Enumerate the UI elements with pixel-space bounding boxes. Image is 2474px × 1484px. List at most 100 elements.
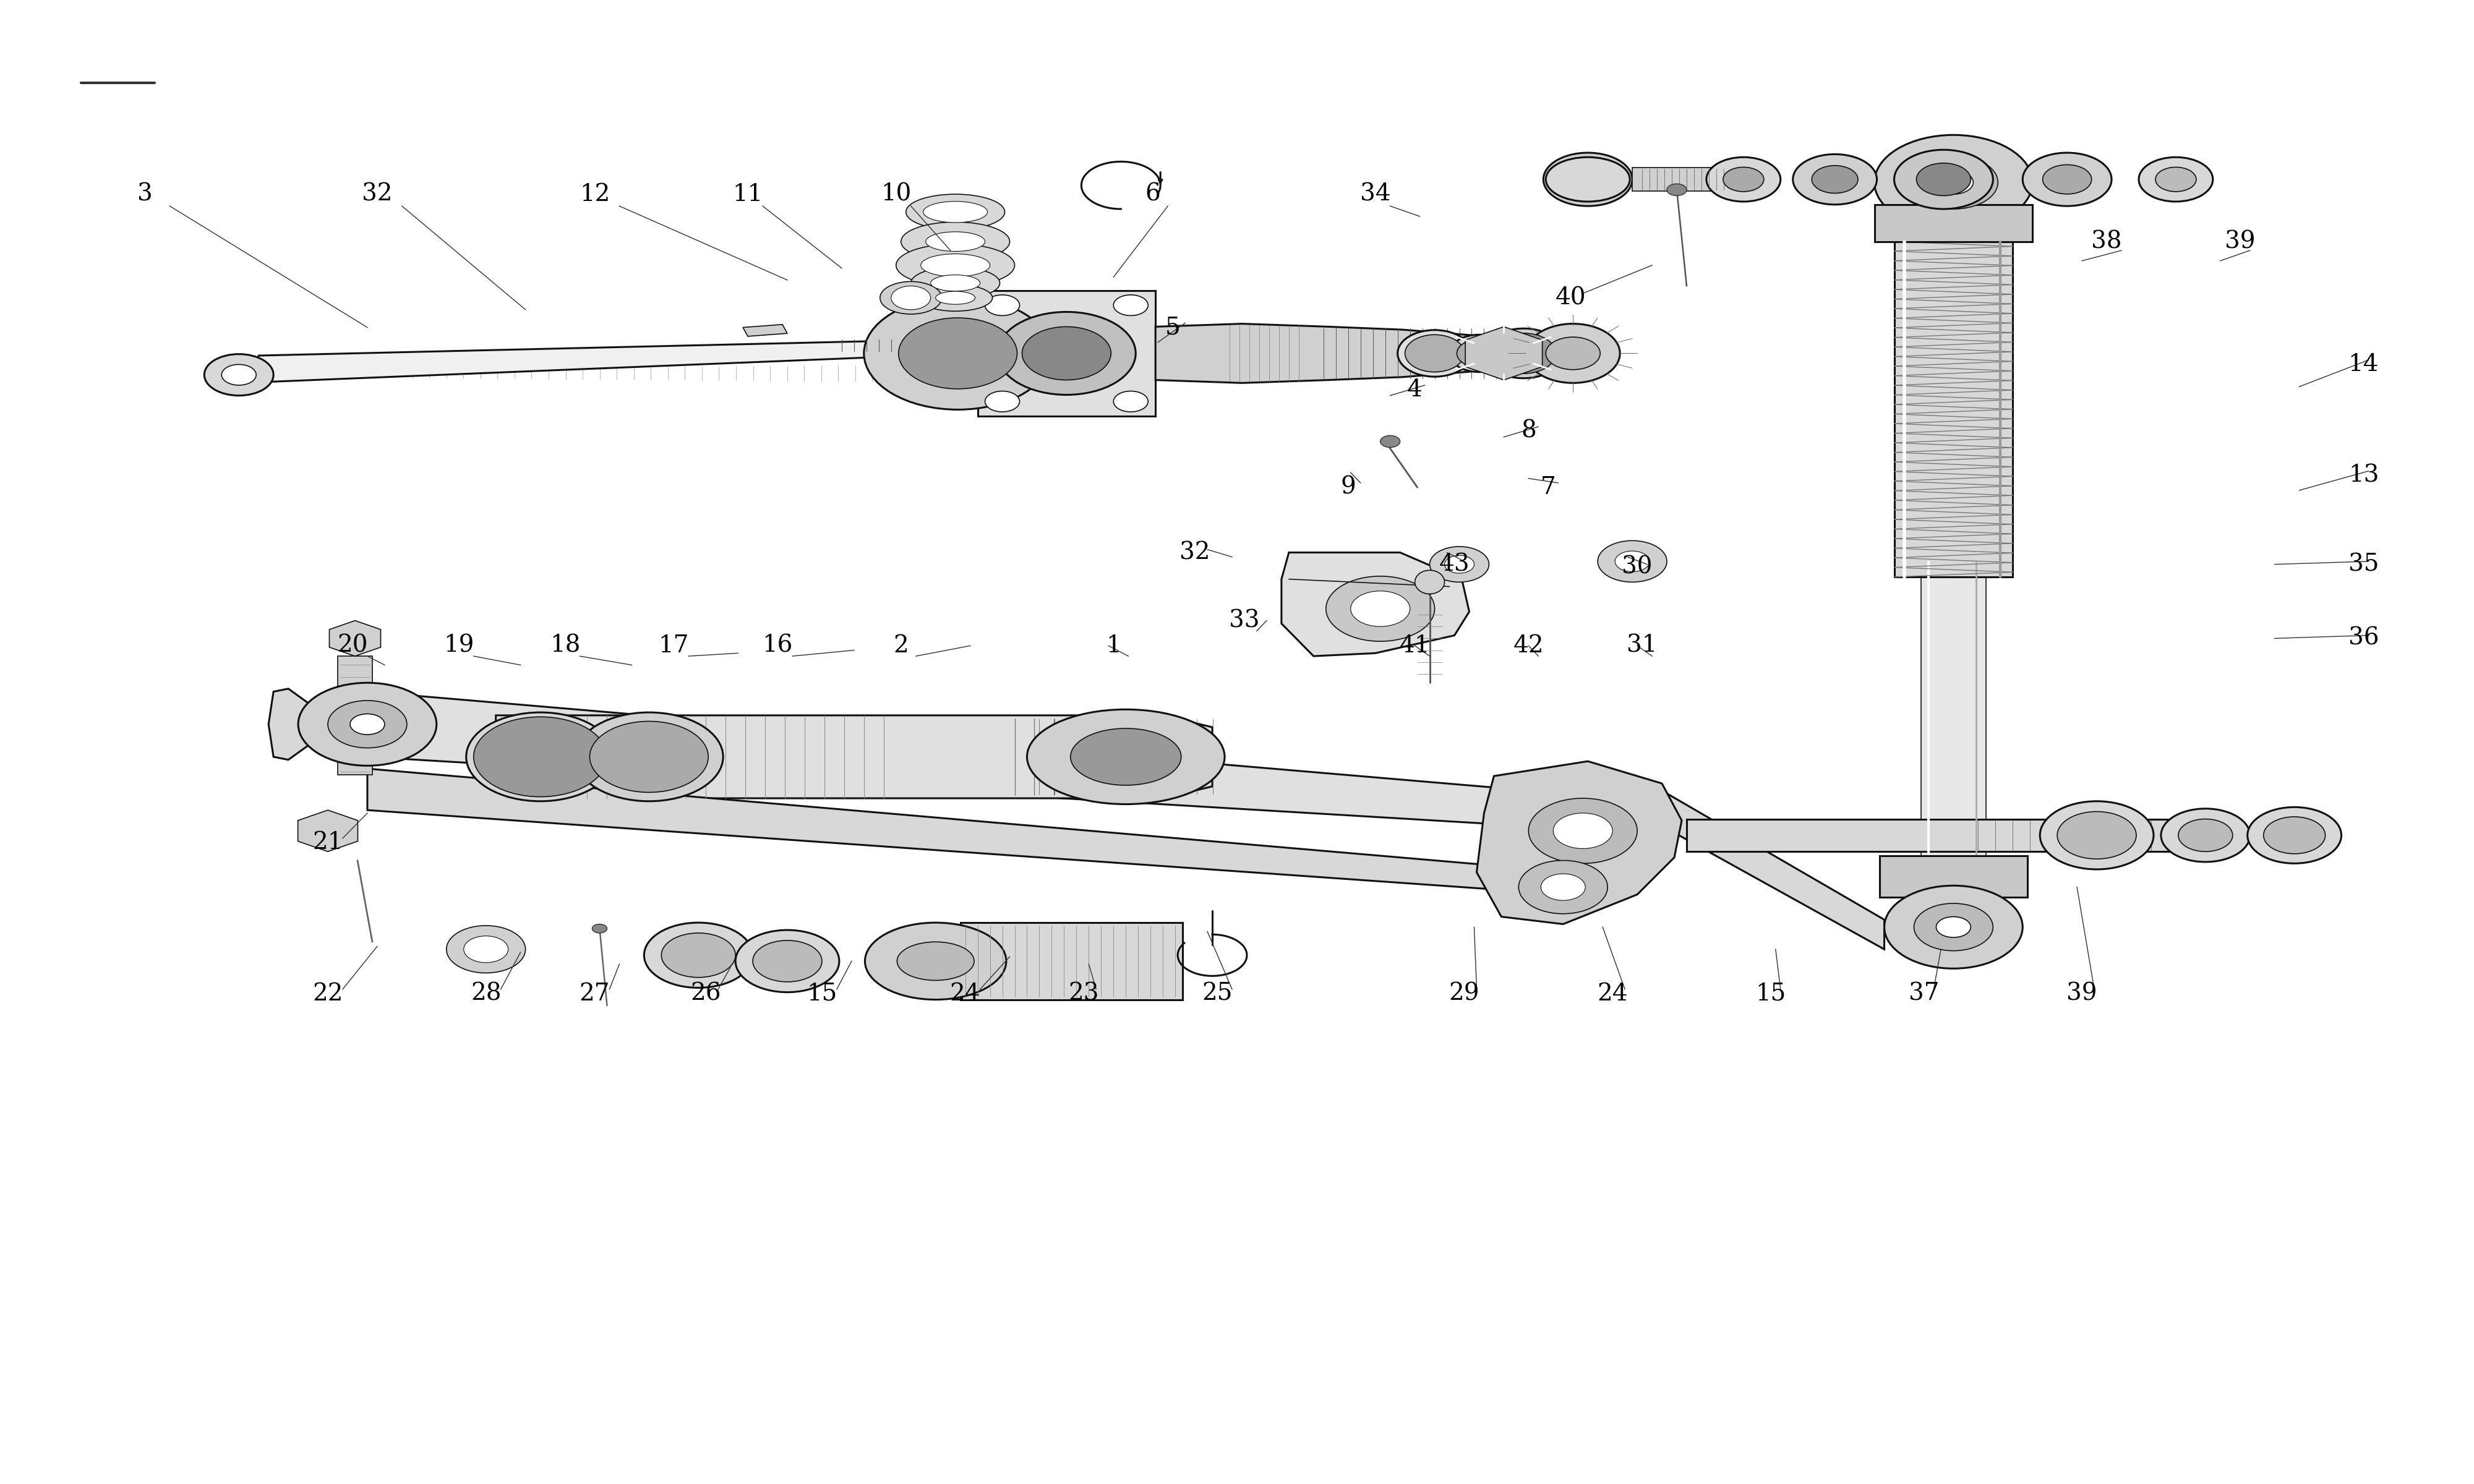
Text: 7: 7	[1541, 476, 1556, 499]
Circle shape	[1326, 576, 1435, 641]
Circle shape	[1707, 157, 1781, 202]
Ellipse shape	[1398, 329, 1472, 377]
Circle shape	[1113, 392, 1148, 413]
Ellipse shape	[1071, 729, 1180, 785]
Circle shape	[574, 712, 722, 801]
Ellipse shape	[901, 223, 1009, 261]
Circle shape	[985, 295, 1019, 316]
Polygon shape	[366, 692, 1534, 827]
Circle shape	[1722, 168, 1764, 191]
Polygon shape	[1282, 552, 1470, 656]
Ellipse shape	[1027, 709, 1225, 804]
Circle shape	[2246, 807, 2340, 864]
Text: 25: 25	[1202, 982, 1232, 1005]
Polygon shape	[1155, 324, 1526, 383]
Circle shape	[2155, 168, 2197, 191]
Circle shape	[1875, 135, 2034, 230]
Text: 12: 12	[579, 183, 611, 206]
Circle shape	[205, 355, 275, 396]
Circle shape	[1794, 154, 1878, 205]
Circle shape	[891, 286, 930, 310]
Circle shape	[2138, 157, 2212, 202]
Circle shape	[1541, 874, 1586, 901]
Text: 32: 32	[1180, 542, 1210, 564]
Circle shape	[1519, 861, 1608, 914]
Circle shape	[1917, 163, 1972, 196]
Polygon shape	[270, 689, 314, 760]
Polygon shape	[1880, 856, 2029, 898]
Polygon shape	[742, 325, 787, 337]
Circle shape	[1113, 295, 1148, 316]
Ellipse shape	[905, 194, 1004, 230]
Ellipse shape	[1492, 332, 1556, 374]
Circle shape	[473, 717, 606, 797]
Text: 17: 17	[658, 634, 688, 657]
Ellipse shape	[923, 202, 987, 223]
Text: 23: 23	[1069, 982, 1098, 1005]
Polygon shape	[1920, 562, 1987, 868]
Text: 34: 34	[1361, 183, 1390, 206]
Circle shape	[1351, 591, 1410, 626]
Ellipse shape	[896, 243, 1014, 286]
Circle shape	[1598, 540, 1667, 582]
Polygon shape	[1465, 326, 1541, 380]
Ellipse shape	[898, 942, 975, 981]
Circle shape	[2041, 801, 2152, 870]
Circle shape	[643, 923, 752, 988]
Text: 27: 27	[579, 982, 611, 1005]
Ellipse shape	[1457, 340, 1502, 368]
Text: 24: 24	[1598, 982, 1628, 1005]
Text: 32: 32	[361, 183, 393, 206]
Ellipse shape	[866, 923, 1007, 1000]
Circle shape	[591, 925, 606, 933]
Text: 14: 14	[2348, 353, 2380, 375]
Text: 9: 9	[1341, 476, 1356, 499]
Polygon shape	[495, 715, 1212, 798]
Ellipse shape	[920, 254, 990, 276]
Polygon shape	[339, 656, 371, 775]
Text: 41: 41	[1400, 634, 1430, 657]
Text: 2: 2	[893, 634, 908, 657]
Ellipse shape	[1450, 335, 1509, 372]
Circle shape	[2024, 153, 2113, 206]
Circle shape	[463, 936, 507, 963]
Circle shape	[2264, 816, 2326, 853]
Circle shape	[1811, 166, 1858, 193]
Circle shape	[1544, 153, 1633, 206]
Polygon shape	[366, 769, 1504, 890]
Circle shape	[1910, 156, 1999, 209]
Text: 5: 5	[1165, 316, 1180, 338]
Circle shape	[2160, 809, 2249, 862]
Text: 36: 36	[2348, 626, 2380, 650]
Circle shape	[445, 926, 524, 974]
Polygon shape	[1477, 761, 1682, 925]
Text: 37: 37	[1907, 982, 1940, 1005]
Circle shape	[299, 683, 435, 766]
Text: 29: 29	[1450, 982, 1479, 1005]
Circle shape	[329, 700, 406, 748]
Text: 10: 10	[881, 183, 910, 206]
Text: 42: 42	[1514, 634, 1544, 657]
Polygon shape	[960, 923, 1183, 1000]
Text: 28: 28	[470, 982, 502, 1005]
Text: 24: 24	[950, 982, 980, 1005]
Polygon shape	[329, 620, 381, 656]
Circle shape	[589, 721, 708, 792]
Circle shape	[661, 933, 735, 978]
Circle shape	[1667, 184, 1687, 196]
Circle shape	[2177, 819, 2232, 852]
Circle shape	[985, 392, 1019, 413]
Text: 26: 26	[690, 982, 720, 1005]
Polygon shape	[297, 810, 359, 852]
Text: 6: 6	[1145, 183, 1160, 206]
Circle shape	[997, 312, 1136, 395]
Ellipse shape	[1526, 324, 1620, 383]
Text: 38: 38	[2091, 230, 2123, 252]
Polygon shape	[1687, 819, 2224, 852]
Circle shape	[863, 297, 1051, 410]
Circle shape	[465, 712, 614, 801]
Text: 21: 21	[312, 831, 344, 855]
Polygon shape	[1875, 205, 2034, 242]
Text: 11: 11	[732, 183, 762, 206]
Text: 15: 15	[1757, 982, 1786, 1005]
